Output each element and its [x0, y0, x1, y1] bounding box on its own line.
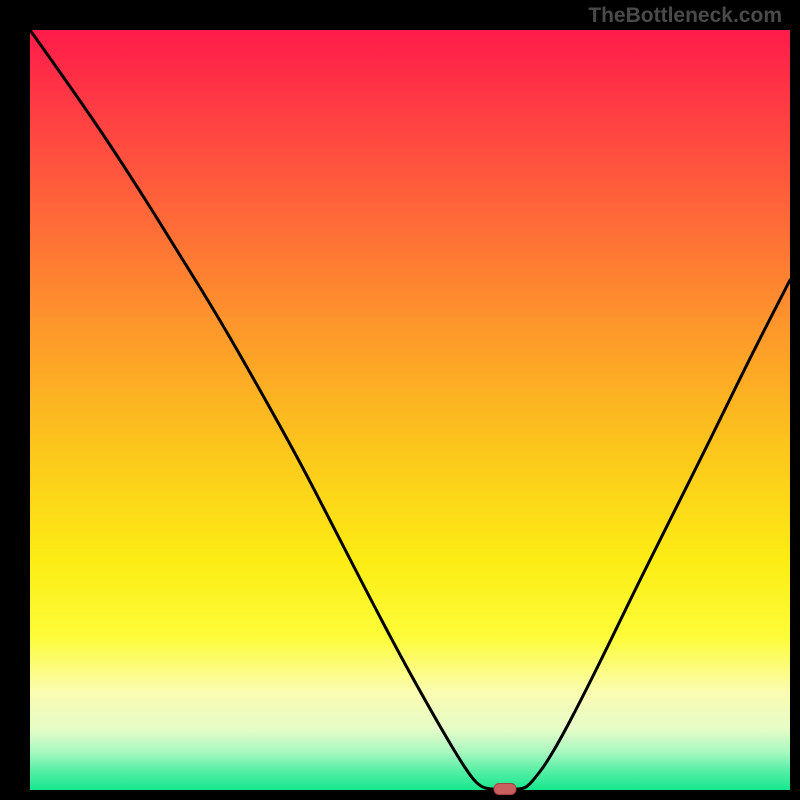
- chart-container: TheBottleneck.com: [0, 0, 800, 800]
- watermark-text: TheBottleneck.com: [588, 4, 782, 28]
- optimal-marker: [494, 784, 516, 795]
- bottleneck-chart: [0, 0, 800, 800]
